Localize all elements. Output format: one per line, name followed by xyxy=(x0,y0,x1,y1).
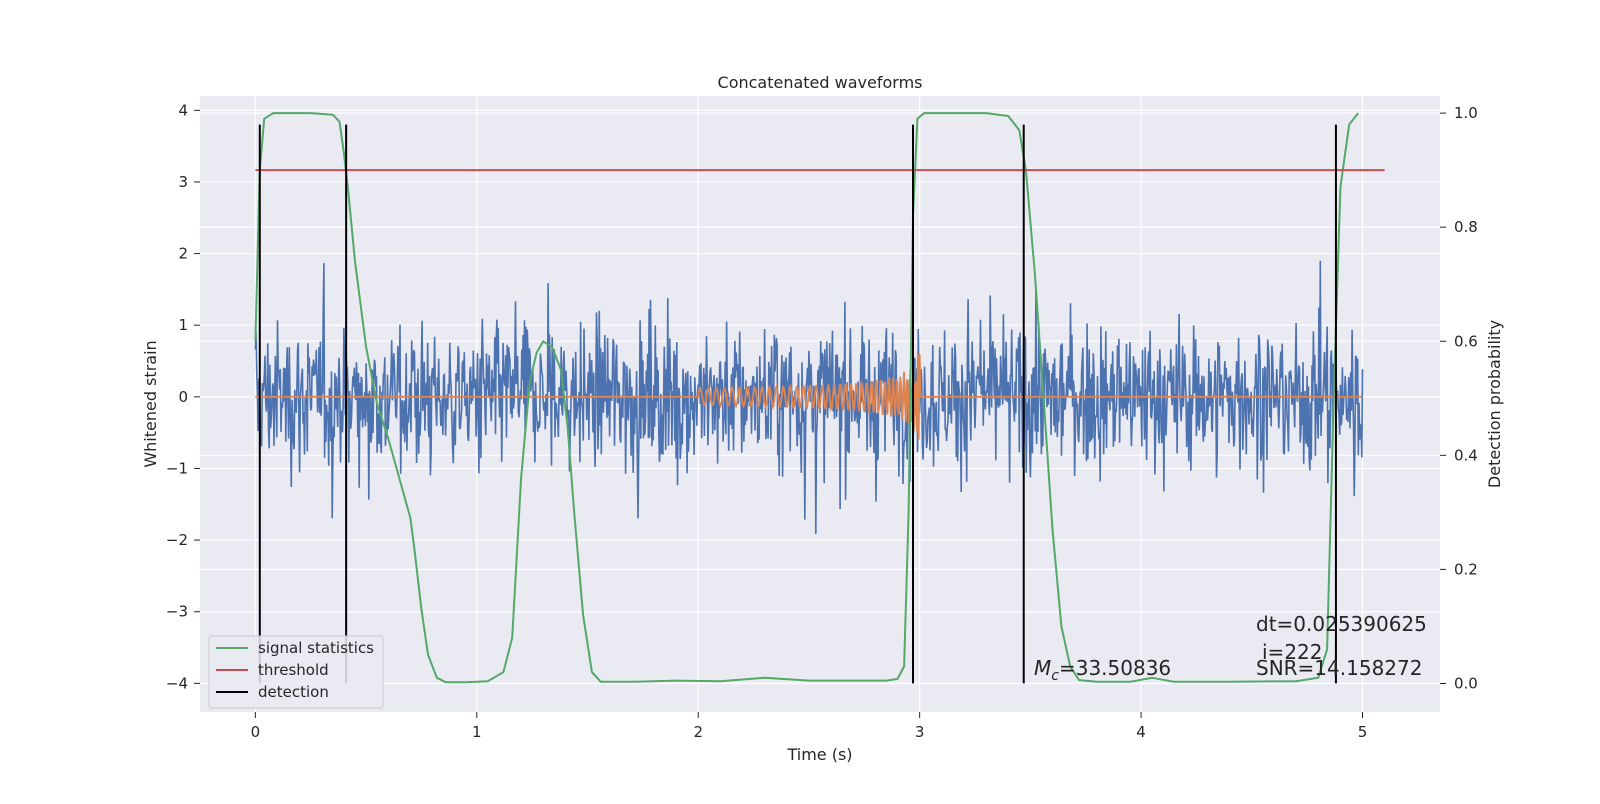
y2-tick-label-2: 0.4 xyxy=(1454,446,1478,464)
x-tick-label-1: 1 xyxy=(472,723,482,741)
y-tick-label-2: −2 xyxy=(166,531,188,549)
y-tick-label-0: −4 xyxy=(166,674,188,692)
annotation-snr: SNR=14.158272 xyxy=(1256,656,1422,680)
strain-series xyxy=(254,260,1364,534)
signal-statistics-line xyxy=(254,112,1359,684)
annotation-chirp-mass-symbol: M xyxy=(1034,656,1051,680)
x-tick-label-5: 5 xyxy=(1358,723,1368,741)
template-series xyxy=(255,353,1363,440)
y-tick-label-5: 1 xyxy=(178,316,188,334)
x-tick-label-3: 3 xyxy=(915,723,925,741)
legend: signal statistics threshold detection xyxy=(208,635,384,709)
axes: 0 1 2 3 4 5 −4 −3 −2 −1 0 1 2 3 4 0.0 0.2 0.4 0.6 0.8 1.0 xyxy=(166,101,1478,741)
annotation-chirp-mass: Mc=33.50836 xyxy=(1034,656,1171,684)
y-tick-label-1: −3 xyxy=(166,603,188,621)
template-line xyxy=(255,353,1363,440)
x-tick-label-2: 2 xyxy=(693,723,703,741)
y2-tick-label-0: 0.0 xyxy=(1454,674,1478,692)
chart-title: Concatenated waveforms xyxy=(718,73,923,92)
y2-tick-label-4: 0.8 xyxy=(1454,218,1478,236)
y2-tick-label-5: 1.0 xyxy=(1454,104,1478,122)
x-axis-label: Time (s) xyxy=(786,745,852,764)
y-tick-label-7: 3 xyxy=(178,173,188,191)
annotation-dt: dt=0.025390625 xyxy=(1256,612,1427,636)
y2-tick-label-1: 0.2 xyxy=(1454,560,1478,578)
y-tick-label-6: 2 xyxy=(178,245,188,263)
y-tick-label-3: −1 xyxy=(166,459,188,477)
annotations: Mc=33.50836 dt=0.025390625 i=222 SNR=14.… xyxy=(1034,612,1427,684)
legend-label-signal: signal statistics xyxy=(258,639,374,657)
x-tick-label-4: 4 xyxy=(1136,723,1146,741)
signal-statistics-series xyxy=(254,112,1359,684)
y-axis-label: Whitened strain xyxy=(141,340,160,467)
annotation-chirp-mass-value: =33.50836 xyxy=(1059,656,1171,680)
legend-box xyxy=(208,635,384,709)
annotation-index: i=222 xyxy=(1262,640,1323,664)
legend-label-threshold: threshold xyxy=(258,661,329,679)
y2-axis-label: Detection probability xyxy=(1485,320,1504,488)
legend-label-detection: detection xyxy=(258,683,329,701)
detection-series xyxy=(258,124,1337,684)
y-tick-label-8: 4 xyxy=(178,101,188,119)
y2-tick-label-3: 0.6 xyxy=(1454,332,1478,350)
x-tick-label-0: 0 xyxy=(251,723,261,741)
y-tick-label-4: 0 xyxy=(178,388,188,406)
annotation-chirp-mass-subscript: c xyxy=(1051,668,1059,684)
strain-line xyxy=(254,260,1364,534)
